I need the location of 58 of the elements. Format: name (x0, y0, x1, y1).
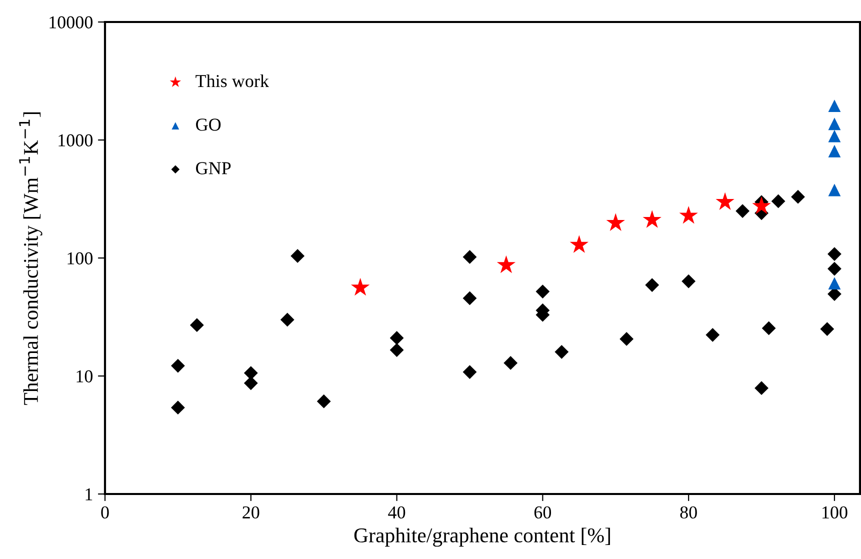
y-tick-label: 10 (76, 370, 93, 382)
point (570, 235, 588, 253)
y-tick-label: 100 (68, 252, 93, 264)
legend-label: GNP (196, 162, 231, 174)
point (462, 291, 477, 306)
point (828, 277, 841, 290)
x-tick-label: 100 (822, 506, 848, 519)
point (828, 118, 841, 130)
y-tick-label: 1 (86, 488, 92, 500)
point (754, 381, 768, 396)
point (290, 249, 305, 263)
point (828, 100, 841, 112)
point (620, 332, 634, 346)
point (706, 328, 720, 342)
legend-label: This work (196, 74, 269, 88)
x-tick-label: 40 (388, 506, 406, 519)
point (762, 321, 776, 336)
point (828, 144, 841, 158)
point (244, 376, 258, 390)
x-tick-label: 20 (242, 506, 260, 519)
point (828, 247, 842, 261)
point (828, 262, 842, 276)
x-tick-label: 60 (534, 506, 552, 519)
point (682, 274, 696, 288)
point (496, 255, 516, 274)
point (736, 204, 750, 218)
point (536, 284, 550, 298)
x-tick-label: 0 (101, 506, 109, 519)
point (679, 206, 698, 224)
point (390, 331, 404, 345)
point (316, 394, 331, 408)
point (771, 194, 786, 208)
point (390, 343, 404, 357)
x-axis-title: Graphite/graphene content [%] (354, 528, 610, 547)
point (462, 365, 477, 379)
point (791, 190, 805, 204)
y-tick-label: 10000 (50, 16, 93, 28)
point (642, 210, 662, 228)
point (828, 184, 841, 196)
x-tick-label: 80 (680, 506, 697, 519)
y-axis-title: Thermal conductivity [Wm$^{−1}$K$^{−1}$] (19, 112, 42, 405)
point (606, 213, 625, 231)
point (350, 278, 370, 296)
point (554, 344, 569, 359)
point (462, 250, 477, 264)
point (752, 196, 771, 214)
point (504, 356, 518, 370)
point (716, 192, 734, 210)
point (244, 366, 258, 380)
point (820, 322, 834, 336)
point (190, 318, 204, 332)
legend-label: GO (196, 118, 221, 131)
point (171, 358, 185, 373)
y-tick-label: 1000 (58, 134, 93, 146)
point (645, 278, 660, 292)
point (171, 400, 185, 415)
point (828, 130, 841, 142)
point (280, 312, 294, 327)
